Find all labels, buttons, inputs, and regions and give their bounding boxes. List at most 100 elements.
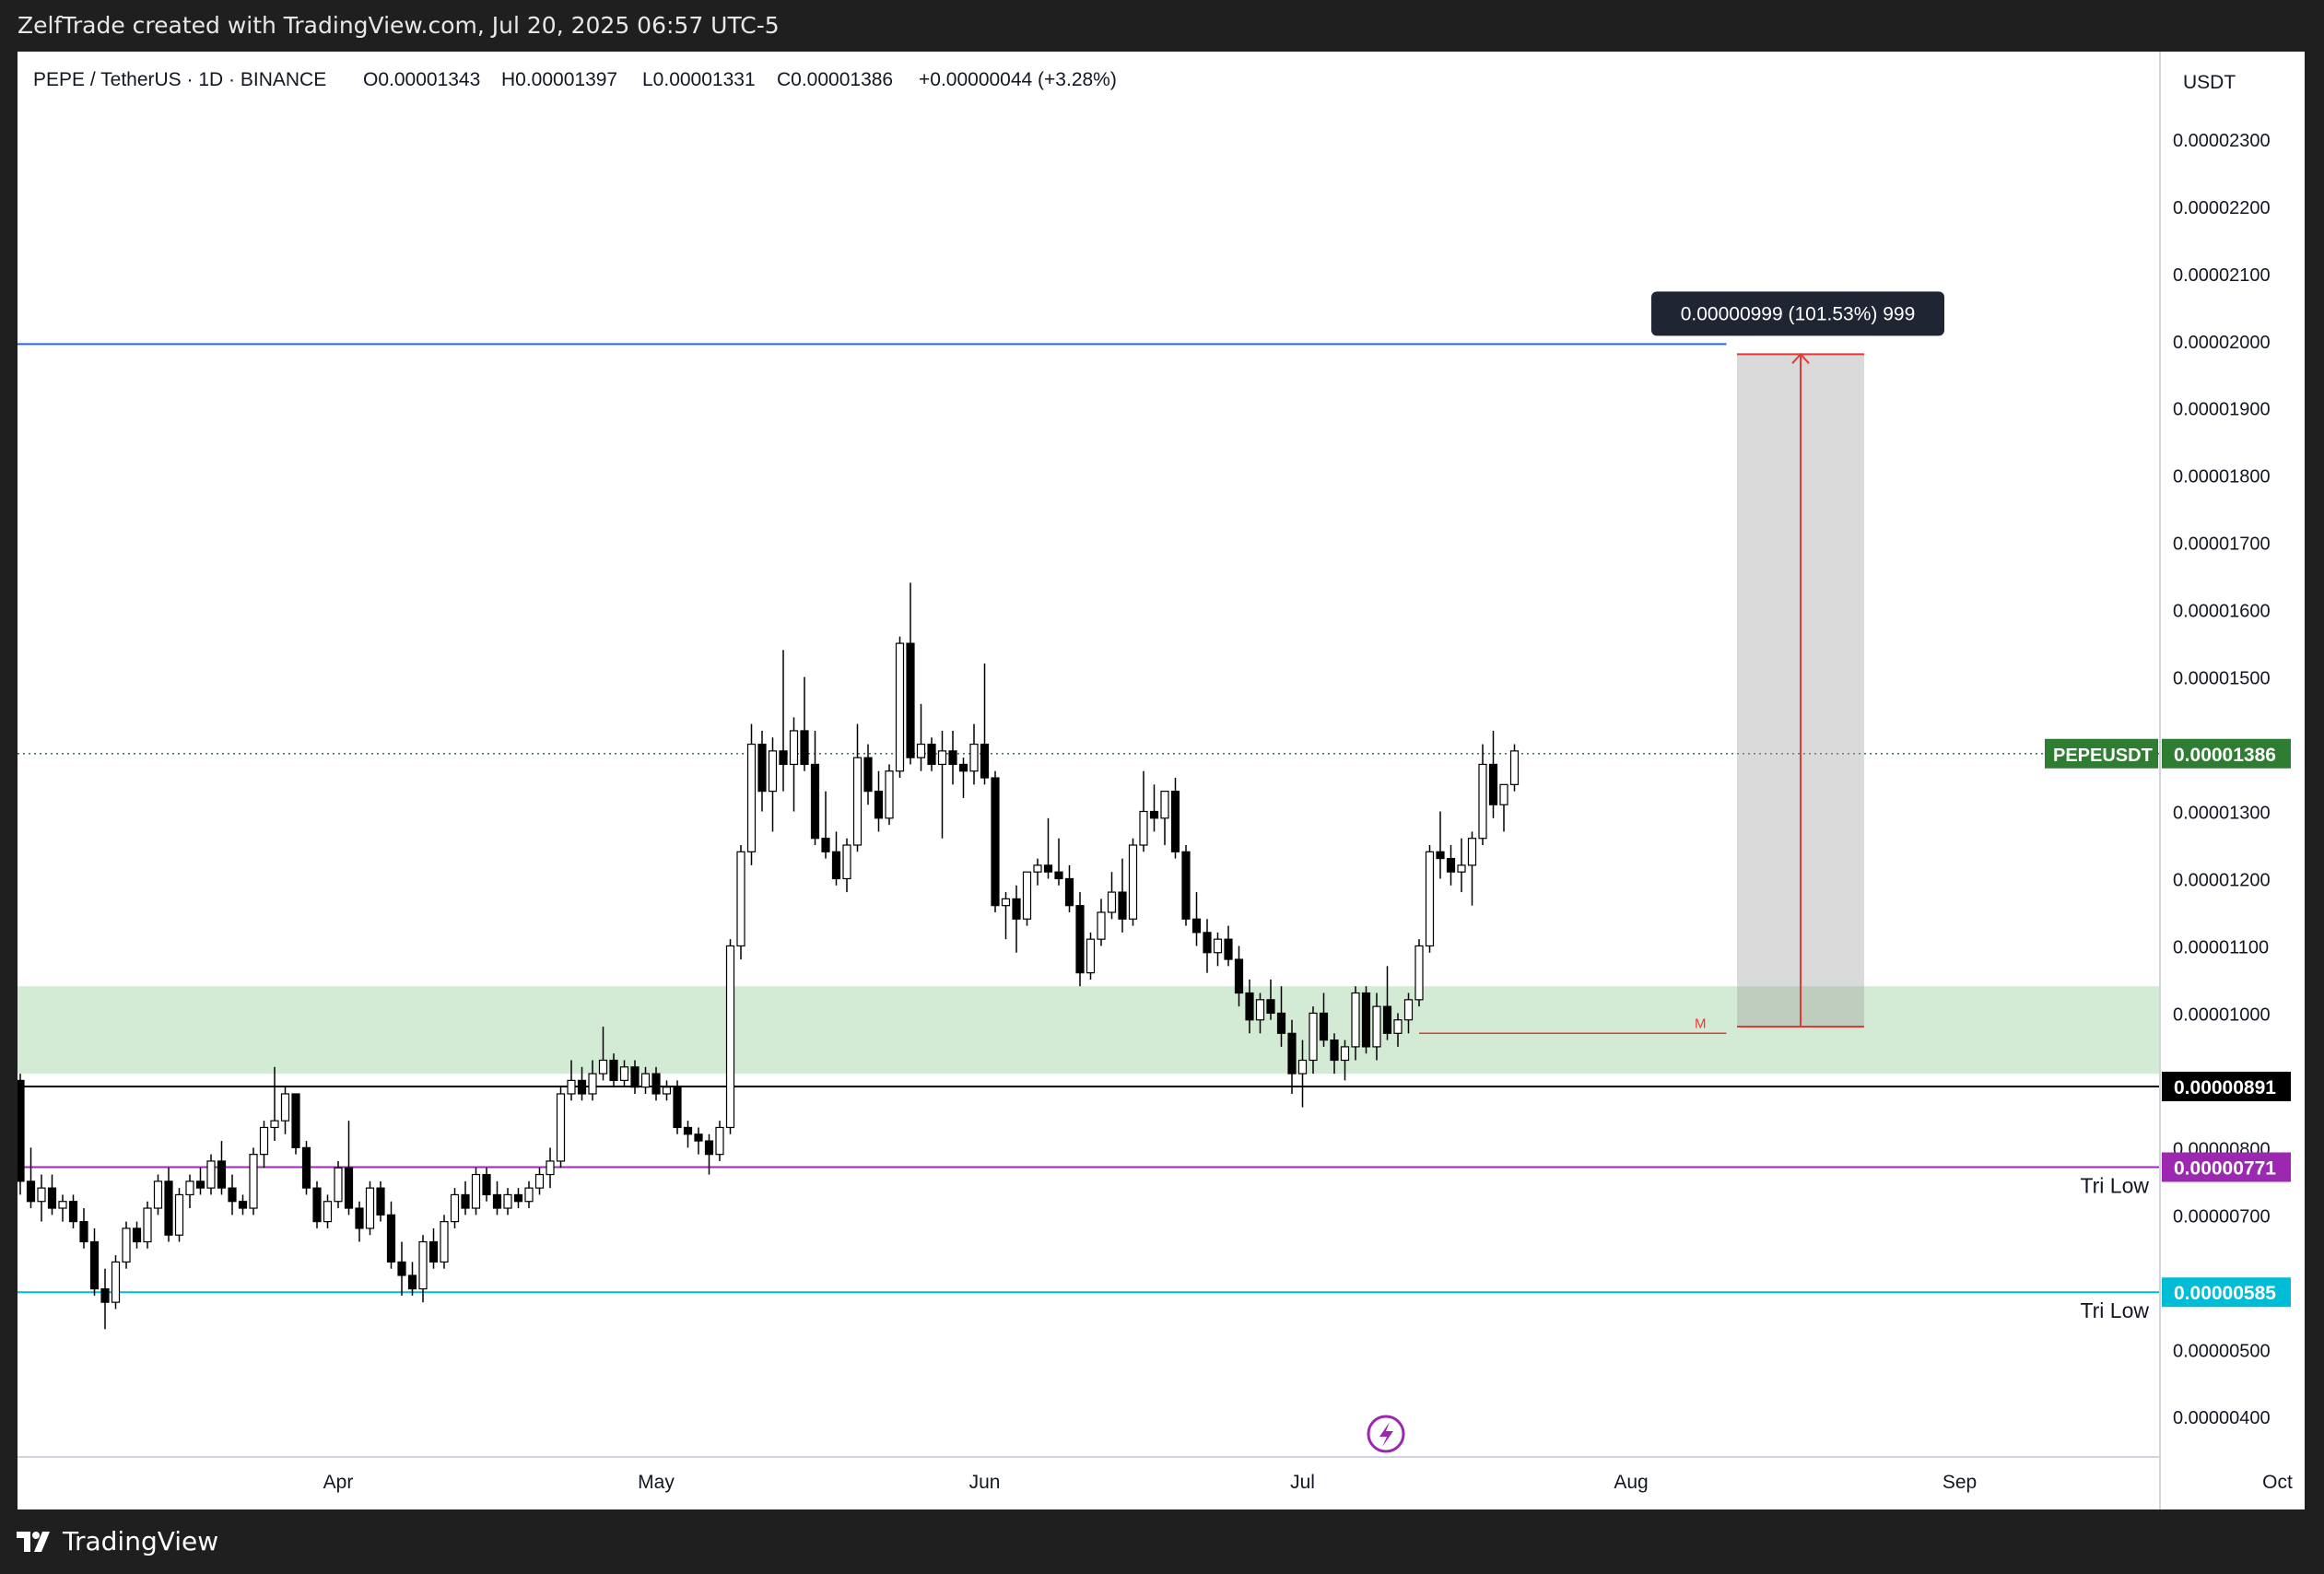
legend-high: H0.00001397 [501,69,617,90]
price-tag-text: 0.00000891 [2174,1077,2276,1098]
candle-body [376,1187,385,1216]
candle-body [1054,871,1063,880]
candle-body [1351,992,1360,1048]
price-tick-label: 0.00001600 [2173,602,2271,622]
tradingview-wordmark: TradingView [63,1526,219,1556]
candle-body [588,1073,597,1095]
candle-body [1436,851,1445,860]
candle-body [1139,810,1148,846]
time-tick-label: Apr [323,1472,354,1493]
candle-body [1499,783,1508,805]
price-tick-label: 0.00001900 [2173,400,2271,420]
candle-body [1064,877,1074,907]
candle-body [1234,958,1244,994]
candle-body [651,1073,661,1095]
candle-body [958,763,968,772]
candle-body [842,844,851,880]
candle-body [1001,898,1011,907]
candle-body [206,1160,216,1189]
candle-body [89,1240,100,1290]
candle-body [249,1154,258,1209]
candle-body [948,750,957,766]
candle-body [746,743,757,852]
candle-body [291,1093,300,1148]
candle-body [461,1193,470,1209]
candle-body [37,1187,46,1203]
candle-body [630,1066,640,1088]
candle-body [757,743,767,793]
candle-body [428,1240,439,1263]
candle-body [312,1187,322,1223]
symbol-tag [2045,738,2158,769]
candle-body [1022,871,1032,920]
candle-body [58,1201,67,1209]
m-label: M [1695,1016,1707,1031]
candle-body [1191,918,1202,934]
candle-body [980,743,990,779]
candle-body [1107,891,1117,913]
price-tag [2162,1152,2291,1182]
candle-body [1478,763,1487,840]
candle-body [1086,938,1096,974]
lightning-icon[interactable] [1367,1415,1405,1453]
candle-body [546,1160,555,1176]
candle-body [259,1126,269,1156]
tri-low-label: Tri Low [2080,1174,2149,1198]
attribution-bar: ZelfTrade created with TradingView.com, … [0,0,2324,52]
legend-low: L0.00001331 [642,69,756,90]
candle-body [1181,851,1191,920]
candlestick-chart[interactable]: Tri Low Tri Low M 0.00000999 (101.53%) 999… [18,52,2305,1509]
candle-body [344,1167,354,1209]
candle-body [407,1274,417,1290]
candle-body [334,1167,343,1203]
candle-body [174,1193,184,1236]
price-axis[interactable] [2160,52,2305,1509]
candle-body [418,1240,428,1290]
candle-body [779,750,788,766]
current-price-tag-text: 0.00001386 [2174,745,2276,766]
candle-body [640,1073,651,1088]
candle-body [704,1140,714,1156]
candle-body [280,1093,290,1122]
measure-tooltip-text: 0.00000999 (101.53%) 999 [1681,303,1916,324]
candle-body [1160,791,1169,819]
price-tick-label: 0.00000500 [2173,1341,2271,1361]
candle-body [1097,911,1106,940]
candle-body [68,1201,78,1223]
candle-body [789,730,799,766]
time-tick-label: Aug [1614,1472,1648,1493]
candle-body [725,945,735,1129]
candle-body [164,1180,173,1236]
price-tick-label: 0.00001000 [2173,1004,2271,1025]
candle-body [301,1146,311,1189]
candle-body [800,730,809,766]
price-tick-label: 0.00001300 [2173,804,2271,824]
candle-body [619,1066,629,1081]
candle-body [1425,851,1435,947]
tradingview-logo[interactable]: TradingView [17,1526,218,1556]
time-tick-label: Oct [2262,1472,2293,1493]
candle-body [1276,1012,1286,1034]
candle-body [1446,857,1456,873]
candle-body [1255,999,1265,1021]
price-tick-label: 0.00001500 [2173,669,2271,689]
candle-body [863,757,873,793]
legend-change: +0.00000044 (+3.28%) [919,69,1117,90]
candle-body [1340,1046,1350,1062]
candle-body [609,1059,618,1081]
candle-body [1245,992,1254,1021]
attribution-text: ZelfTrade created with TradingView.com, … [18,12,780,39]
candle-body [355,1207,364,1229]
price-tick-label: 0.00002200 [2173,198,2271,218]
legend-close: C0.00001386 [777,69,893,90]
candle-body [1128,844,1138,920]
time-tick-label: Sep [1943,1472,1977,1493]
candle-body [1149,810,1159,819]
candle-body [1203,932,1212,954]
candle-body [736,851,745,947]
measure-tooltip [1651,291,1944,336]
candle-body [821,838,830,852]
candle-body [1330,1040,1339,1062]
candle-body [1266,999,1275,1015]
support-zone[interactable] [18,986,2160,1075]
